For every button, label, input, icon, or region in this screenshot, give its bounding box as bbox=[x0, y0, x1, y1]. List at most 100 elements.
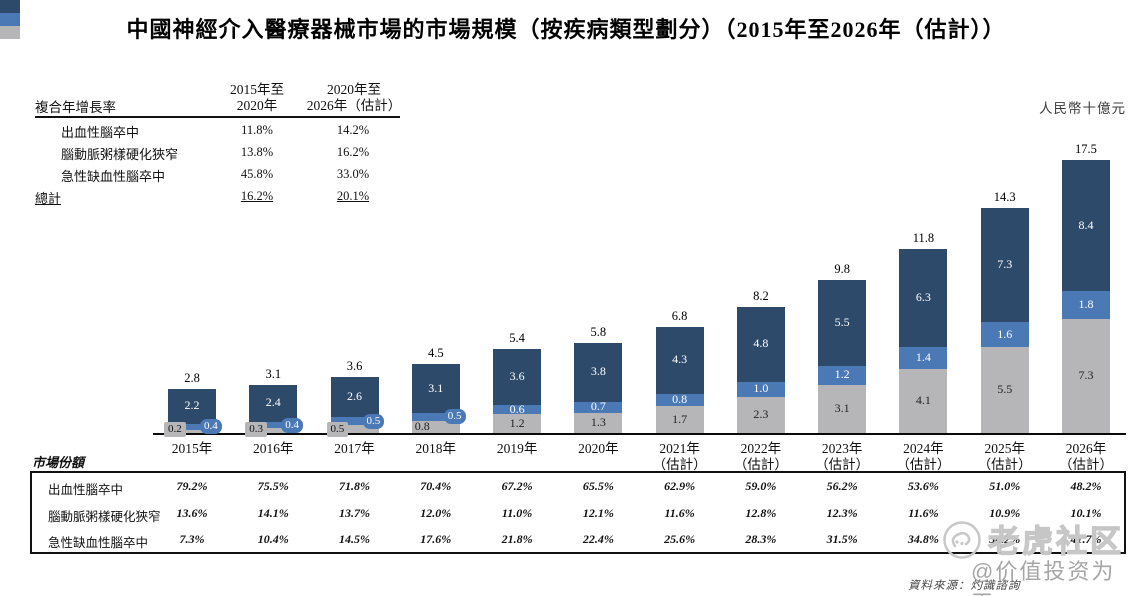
cagr-col1-line1: 2015年至 bbox=[230, 82, 284, 97]
bar-total-label: 8.2 bbox=[753, 288, 769, 303]
table-cell: 38.2% bbox=[989, 532, 1021, 546]
x-axis-line bbox=[153, 433, 1126, 435]
table-cell: 79.2% bbox=[176, 479, 208, 493]
table-cell: 22.4% bbox=[582, 532, 614, 546]
segment-value-label: 1.2 bbox=[834, 367, 850, 382]
bar-segment-atherosclerotic bbox=[411, 412, 460, 421]
segment-value-label: 0.8 bbox=[414, 418, 430, 433]
x-axis-label: 2026年 （估計） bbox=[1058, 441, 1113, 472]
table-cell: 59.0% bbox=[745, 479, 777, 493]
bar-total-label: 2.8 bbox=[184, 371, 200, 386]
market-share-table-border bbox=[30, 471, 1126, 554]
bar-total-label: 6.8 bbox=[671, 308, 688, 323]
table-cell: 7.3% bbox=[179, 532, 205, 546]
table-cell: 34.8% bbox=[907, 532, 939, 546]
table-cell: 70.4% bbox=[420, 479, 452, 493]
bar-segment-ischemic bbox=[655, 406, 704, 433]
table-cell: 28.3% bbox=[745, 532, 777, 546]
segment-value-label: 1.7 bbox=[672, 411, 688, 426]
table-cell: 12.8% bbox=[745, 506, 777, 520]
table-cell: 62.9% bbox=[664, 479, 696, 493]
cagr-value-2: 14.2% bbox=[336, 123, 370, 137]
bar-segment-ischemic bbox=[330, 425, 379, 433]
table-cell: 75.5% bbox=[257, 479, 289, 493]
bar-segment-hemorrhagic bbox=[655, 326, 704, 394]
axis-unit-label: 人民幣十億元 bbox=[1039, 101, 1126, 116]
bar-segment-hemorrhagic bbox=[1061, 160, 1110, 292]
table-cell: 51.0% bbox=[989, 479, 1021, 493]
bar-segment-ischemic bbox=[736, 397, 785, 433]
bar-total-label: 11.8 bbox=[912, 230, 935, 245]
segment-value-label: 3.8 bbox=[590, 364, 606, 379]
bar-segment-hemorrhagic bbox=[736, 306, 785, 382]
segment-value-label: 2.3 bbox=[753, 407, 769, 422]
table-cell: 12.3% bbox=[826, 506, 858, 520]
table-cell: 17.6% bbox=[420, 532, 452, 546]
segment-value-label: 0.7 bbox=[590, 399, 606, 414]
x-axis-label: 2024年 （估計） bbox=[896, 441, 951, 472]
table-cell: 12.0% bbox=[420, 506, 452, 520]
table-cell: 56.2% bbox=[826, 479, 858, 493]
table-cell: 65.5% bbox=[582, 479, 614, 493]
cagr-rows: 出血性腦卒中 11.8% 14.2% 腦動脈粥樣硬化狹窄 13.8% 16.2% 急性缺血性… bbox=[0, 0, 1132, 184]
table-cell: 12.1% bbox=[582, 506, 614, 520]
bar-segment-atherosclerotic bbox=[818, 365, 867, 385]
bar-segment-ischemic bbox=[493, 414, 542, 433]
segment-value-label: 1.2 bbox=[509, 415, 525, 430]
segment-value-label: 1.3 bbox=[590, 414, 606, 429]
tiger-community-watermark: 老虎社区 bbox=[987, 523, 1124, 559]
bar-segment-hemorrhagic bbox=[980, 208, 1029, 323]
bar-segment-ischemic bbox=[168, 429, 216, 433]
bar-segment-hemorrhagic bbox=[574, 342, 623, 402]
x-axis-label: 2023年 （估計） bbox=[815, 441, 870, 472]
legend-divider-line bbox=[35, 116, 400, 118]
x-axis-label: 2019年 bbox=[496, 441, 538, 456]
x-axis-label: 2020年 bbox=[578, 441, 619, 456]
bar-total-label: 5.8 bbox=[590, 324, 607, 339]
table-row-label: 腦動脈粥樣硬化狹窄 bbox=[48, 510, 161, 524]
cagr-value-1: 45.8% bbox=[240, 167, 274, 181]
segment-value-label: 1.8 bbox=[1078, 297, 1094, 312]
bar-total-label: 5.4 bbox=[509, 330, 525, 345]
table-cell: 11.6% bbox=[908, 506, 939, 520]
segment-value-label: 3.6 bbox=[509, 368, 525, 383]
bar-segment-atherosclerotic bbox=[655, 394, 704, 407]
segment-value-label: 5.5 bbox=[834, 315, 850, 330]
bar-segment-hemorrhagic bbox=[493, 348, 542, 405]
segment-value-chip: 0.2 bbox=[164, 422, 186, 437]
legend-row-label: 出血性腦卒中 bbox=[61, 125, 140, 140]
table-cell: 11.6% bbox=[664, 506, 695, 520]
market-share-title: 市場份額 bbox=[32, 455, 85, 470]
tiger-community-logo-icon bbox=[943, 521, 981, 559]
segment-value-label: 8.4 bbox=[1078, 217, 1094, 232]
x-axis-label: 2015年 bbox=[171, 441, 213, 456]
bar-segment-hemorrhagic bbox=[818, 280, 867, 366]
segment-value-label: 4.1 bbox=[915, 393, 931, 408]
table-cell: 10.4% bbox=[257, 532, 289, 546]
x-axis-label: 2018年 bbox=[415, 441, 457, 456]
ischemic-swatch bbox=[0, 26, 20, 39]
segment-value-label: 4.8 bbox=[753, 336, 769, 351]
table-cell: 67.2% bbox=[501, 479, 533, 493]
table-cell: 31.5% bbox=[826, 532, 858, 546]
x-axis-label: 2022年 （估計） bbox=[733, 441, 788, 472]
cagr-legend: 複合年增長率 2015年至 2020年 2020年至 2026年（估計） 出血性… bbox=[0, 0, 1132, 206]
bar-segment-atherosclerotic bbox=[980, 322, 1029, 348]
segment-value-label: 4.3 bbox=[672, 352, 688, 367]
bar-segment-hemorrhagic bbox=[249, 384, 298, 423]
table-cell: 25.6% bbox=[664, 532, 696, 546]
table-cell: 48.2% bbox=[1070, 479, 1102, 493]
bar-total-label: 4.5 bbox=[427, 346, 444, 361]
cagr-total-label: 總計 bbox=[35, 191, 62, 206]
x-axis-label: 2017年 bbox=[334, 441, 375, 456]
segment-value-label: 2.6 bbox=[347, 389, 363, 404]
table-cell: 53.6% bbox=[907, 479, 939, 493]
segment-value-label: 1.0 bbox=[753, 381, 769, 396]
table-cell: 13.7% bbox=[339, 506, 371, 520]
x-axis-label: 2021年 （估計） bbox=[652, 441, 707, 472]
bar-segment-hemorrhagic bbox=[899, 248, 948, 348]
table-cell: 10.1% bbox=[1070, 506, 1102, 520]
table-cell: 11.0% bbox=[501, 506, 533, 520]
table-cell: 71.8% bbox=[339, 479, 371, 493]
